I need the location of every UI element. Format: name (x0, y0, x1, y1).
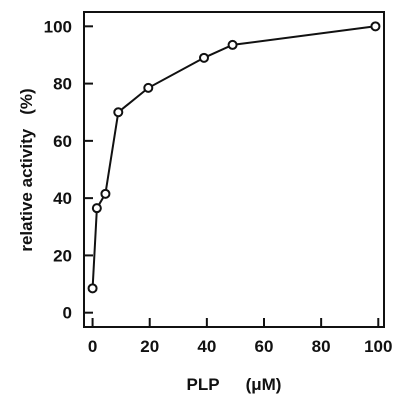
x-axis-unit: (μM) (246, 375, 282, 394)
plot-frame (83, 11, 385, 328)
series-line (91, 25, 376, 289)
data-point (370, 21, 381, 32)
x-tick-label: 0 (88, 337, 97, 356)
data-point (199, 52, 209, 63)
x-tick-label: 20 (140, 337, 159, 356)
series-markers (87, 21, 381, 294)
y-tick-label: 60 (53, 132, 72, 151)
data-point (113, 107, 124, 118)
y-tick-label: 0 (63, 304, 72, 323)
y-axis: 0 20 40 60 80 100 (44, 17, 93, 323)
y-tick-label: 100 (44, 17, 72, 36)
x-tick-label: 40 (197, 337, 216, 356)
y-tick-label: 40 (53, 189, 72, 208)
data-point (100, 188, 111, 199)
y-axis-title: relative activity (%) (17, 88, 36, 251)
data-point (143, 82, 154, 93)
data-point (227, 39, 238, 50)
x-tick-label: 60 (255, 337, 274, 356)
x-tick-label: 100 (364, 337, 392, 356)
x-axis: 0 20 40 60 80 100 (88, 318, 392, 356)
y-axis-unit: (%) (17, 88, 36, 114)
data-point (91, 203, 102, 214)
y-tick-label: 80 (53, 75, 72, 94)
x-axis-title: PLP (μM) (187, 375, 282, 394)
x-axis-label: PLP (187, 375, 220, 394)
y-axis-label: relative activity (17, 128, 36, 251)
y-tick-label: 20 (53, 246, 72, 265)
data-point (87, 283, 98, 294)
x-tick-label: 80 (312, 337, 331, 356)
